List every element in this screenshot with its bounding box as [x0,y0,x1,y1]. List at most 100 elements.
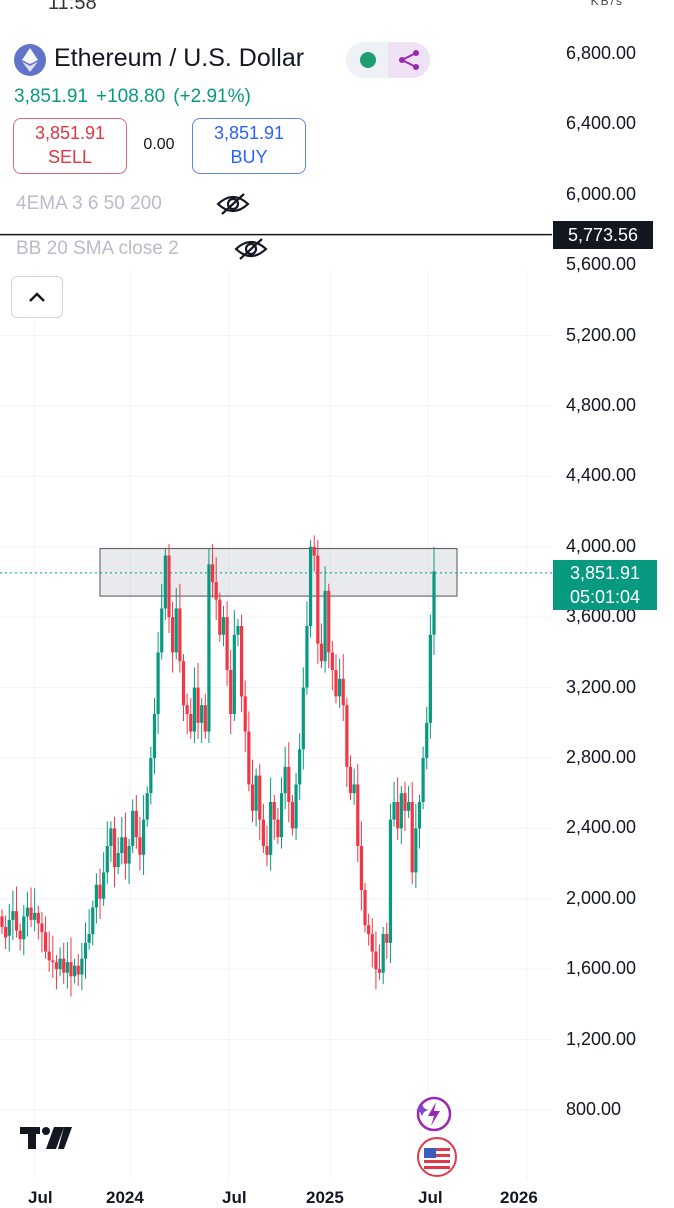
us-flag-icon[interactable] [416,1136,457,1177]
candle-body [181,661,186,706]
time-axis-label: 2025 [306,1188,344,1207]
candle-body [352,784,356,794]
candle-body [120,837,124,854]
candle-body [334,670,338,697]
candle-body [127,846,131,864]
price-axis-label: 5,200.00 [566,324,637,345]
sell-label: SELL [47,147,93,167]
resistance-zone [99,548,458,597]
candle-body [218,599,222,635]
spread-value: 0.00 [143,136,175,153]
candle-body [105,846,109,873]
eye-hidden-icon[interactable] [234,237,268,261]
candle-body [29,907,33,920]
buy-label: BUY [230,147,268,167]
price-axis-label: 6,800.00 [566,43,637,63]
collapse-legend-button[interactable] [11,276,63,318]
candle-body [145,793,149,820]
candle-body [229,670,233,714]
indicator-ema-label[interactable]: 4EMA 3 6 50 200 [16,193,162,214]
countdown-timer: 05:01:04 [569,587,641,607]
candle-body [276,819,280,838]
candle-body [272,802,276,820]
sparkle-icon[interactable] [414,1094,452,1132]
candle-body [65,962,69,973]
price-axis-label: 6,400.00 [566,113,637,134]
candle-body [414,828,418,873]
candle-body [91,907,95,934]
candle-body [330,652,334,670]
indicator-bb-label[interactable]: BB 20 SMA close 2 [16,238,179,259]
candle-body [47,951,51,961]
candle-body [14,911,19,931]
candle-body [338,678,342,697]
time-axis-label: 2026 [500,1188,538,1207]
price-change-percent: (+2.91%) [173,86,251,107]
candle-body [58,958,62,970]
candle-body [287,766,291,802]
price-axis-label: 2,000.00 [566,887,637,908]
candle-body [221,617,226,635]
symbol-title[interactable]: Ethereum / U.S. Dollar [54,44,305,72]
status-time: 11:58 [48,0,97,14]
candle-body [403,793,407,811]
price-axis-label: 4,400.00 [566,465,637,486]
chevron-up-icon [29,292,45,302]
candle-body [174,608,178,653]
candle-body [225,617,229,670]
candle-body [283,766,287,794]
candle-body [316,555,320,644]
candle-body [112,828,117,868]
candle-body [367,925,371,934]
candle-body [192,687,197,732]
candle-body [43,932,48,952]
candle-body [69,962,73,977]
candle-body [76,965,80,975]
price-axis-label: 5,600.00 [566,254,637,275]
candle-body [7,919,11,936]
eye-hidden-icon[interactable] [216,192,250,216]
candle-body [236,626,240,635]
time-axis-label: 2024 [106,1188,144,1207]
candle-body [298,749,302,785]
candle-body [323,590,327,662]
market-open-icon [360,52,376,68]
buy-button[interactable]: 3,851.91 BUY [192,118,306,174]
candle-body [131,810,135,846]
candle-body [243,696,247,732]
price-axis-label: 800.00 [566,1099,622,1119]
price-axis-label: 3,600.00 [566,606,637,627]
candle-body [327,590,331,653]
candle-body [258,775,262,820]
quote-row: 3,851.91 +108.80 (+2.91%) [14,86,259,108]
price-axis-label: 1,200.00 [566,1028,637,1049]
sell-button[interactable]: 3,851.91 SELL [13,118,127,174]
market-status-pill[interactable] [346,42,430,78]
price-axis-label: 3,200.00 [566,676,637,697]
candle-body [396,802,400,829]
candle-body [388,819,393,943]
time-axis-label: Jul [418,1188,443,1207]
candle-body [149,758,153,794]
price-change: +108.80 [95,86,166,107]
candle-body [4,926,8,938]
price-axis-label: 4,000.00 [566,535,637,556]
candle-body [54,962,59,970]
candle-body [363,890,367,926]
share-icon[interactable] [388,42,430,78]
price-axis-label: 4,800.00 [566,395,637,415]
candle-body [0,916,4,927]
candle-body [421,758,425,802]
candle-body [294,784,298,829]
horizontal-line-label: 5,773.56 [553,221,653,249]
price-axis-label: 2,400.00 [566,817,637,838]
candle-body [356,784,360,846]
price-axis-label: 6,000.00 [566,183,637,204]
candle-body [417,802,422,829]
candle-body [138,837,142,855]
candle-body [22,916,26,940]
candle-body [62,958,66,973]
candle-body [308,546,313,626]
candle-body [185,705,189,714]
